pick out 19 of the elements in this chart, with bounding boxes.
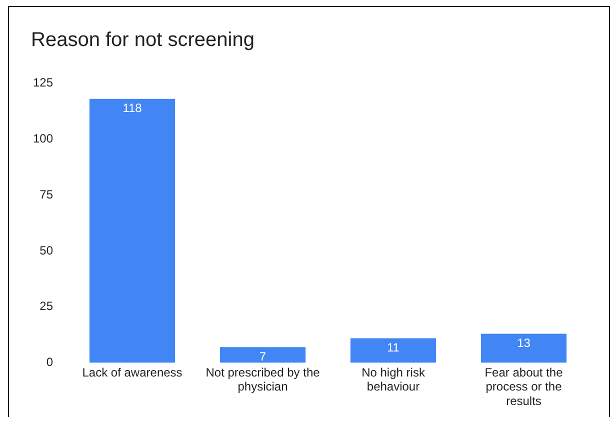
y-tick-label: 75 [40,187,54,202]
data-label: 118 [122,101,142,116]
data-label: 7 [259,349,266,364]
bar [350,338,436,363]
bar [89,98,176,363]
x-tick-label: Not prescribed by the physician [206,365,320,394]
y-tick-label: 100 [32,131,54,146]
data-label: 11 [387,340,400,355]
chart-title: Reason for not screening [31,29,254,52]
y-tick-label: 25 [40,299,54,314]
y-tick-label: 0 [46,355,54,370]
y-tick-label: 125 [32,76,54,90]
x-tick-label: Fear about the process or the results [484,365,564,408]
x-tick-label: Lack of awareness [82,365,182,380]
data-label: 13 [517,336,531,350]
bar [480,334,567,363]
bar [220,347,306,363]
x-tick-label: No high risk behaviour [362,365,426,394]
y-tick-label: 50 [40,243,54,258]
